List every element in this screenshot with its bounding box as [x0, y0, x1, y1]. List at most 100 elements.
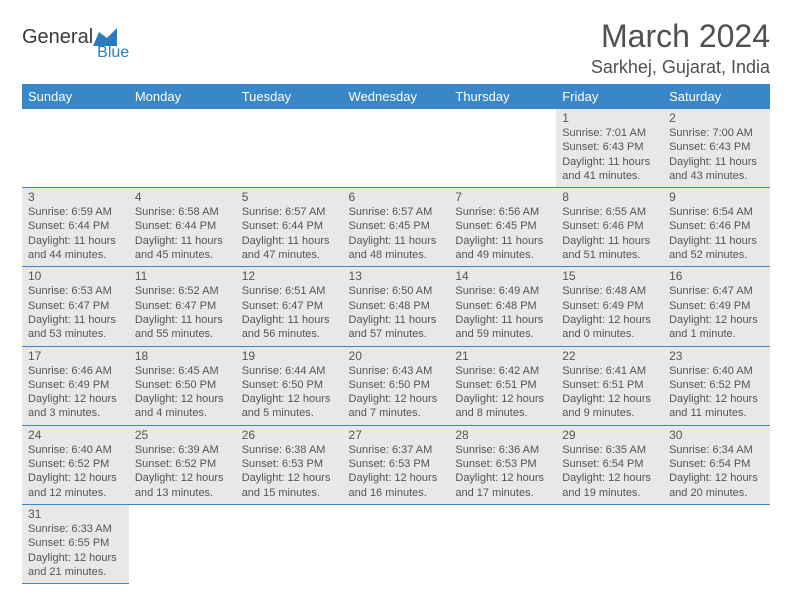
calendar-cell: 3Sunrise: 6:59 AMSunset: 6:44 PMDaylight…: [22, 188, 129, 267]
cell-line: Sunrise: 6:44 AM: [242, 364, 337, 378]
calendar-week: 24Sunrise: 6:40 AMSunset: 6:52 PMDayligh…: [22, 425, 770, 504]
cell-line: Sunset: 6:48 PM: [455, 299, 550, 313]
cell-line: Daylight: 12 hours: [669, 392, 764, 406]
day-number: 27: [349, 428, 444, 442]
cell-line: and 11 minutes.: [669, 406, 764, 420]
calendar-cell: [449, 504, 556, 583]
day-number: 13: [349, 269, 444, 283]
cell-line: and 15 minutes.: [242, 486, 337, 500]
cell-line: and 55 minutes.: [135, 327, 230, 341]
cell-line: and 20 minutes.: [669, 486, 764, 500]
cell-line: Sunset: 6:54 PM: [562, 457, 657, 471]
cell-line: Daylight: 11 hours: [562, 234, 657, 248]
calendar-week: 31Sunrise: 6:33 AMSunset: 6:55 PMDayligh…: [22, 504, 770, 583]
cell-line: and 47 minutes.: [242, 248, 337, 262]
calendar-week: 3Sunrise: 6:59 AMSunset: 6:44 PMDaylight…: [22, 188, 770, 267]
cell-line: Daylight: 11 hours: [562, 155, 657, 169]
cell-line: Sunset: 6:53 PM: [242, 457, 337, 471]
calendar-cell: 22Sunrise: 6:41 AMSunset: 6:51 PMDayligh…: [556, 346, 663, 425]
day-number: 31: [28, 507, 123, 521]
cell-line: Sunrise: 6:57 AM: [242, 205, 337, 219]
calendar-cell: 24Sunrise: 6:40 AMSunset: 6:52 PMDayligh…: [22, 425, 129, 504]
cell-line: and 19 minutes.: [562, 486, 657, 500]
day-number: 11: [135, 269, 230, 283]
calendar-page: General Blue March 2024 Sarkhej, Gujarat…: [0, 0, 792, 602]
day-number: 29: [562, 428, 657, 442]
day-number: 28: [455, 428, 550, 442]
cell-line: Daylight: 12 hours: [562, 313, 657, 327]
cell-line: Daylight: 12 hours: [28, 551, 123, 565]
cell-line: Sunrise: 6:34 AM: [669, 443, 764, 457]
cell-line: Daylight: 12 hours: [28, 392, 123, 406]
cell-line: and 43 minutes.: [669, 169, 764, 183]
calendar-cell: [22, 109, 129, 188]
day-header: Friday: [556, 84, 663, 109]
cell-line: Sunrise: 7:00 AM: [669, 126, 764, 140]
month-title: March 2024: [591, 18, 770, 55]
cell-line: Sunset: 6:44 PM: [242, 219, 337, 233]
calendar-cell: 31Sunrise: 6:33 AMSunset: 6:55 PMDayligh…: [22, 504, 129, 583]
day-number: 16: [669, 269, 764, 283]
cell-line: Sunset: 6:53 PM: [349, 457, 444, 471]
cell-line: Sunrise: 6:49 AM: [455, 284, 550, 298]
calendar-cell: 16Sunrise: 6:47 AMSunset: 6:49 PMDayligh…: [663, 267, 770, 346]
day-number: 4: [135, 190, 230, 204]
calendar-cell: 28Sunrise: 6:36 AMSunset: 6:53 PMDayligh…: [449, 425, 556, 504]
cell-line: Sunrise: 7:01 AM: [562, 126, 657, 140]
day-number: 23: [669, 349, 764, 363]
cell-line: and 48 minutes.: [349, 248, 444, 262]
cell-line: and 5 minutes.: [242, 406, 337, 420]
cell-line: Daylight: 12 hours: [562, 392, 657, 406]
cell-line: Sunset: 6:46 PM: [562, 219, 657, 233]
day-number: 26: [242, 428, 337, 442]
cell-line: and 51 minutes.: [562, 248, 657, 262]
calendar-cell: 23Sunrise: 6:40 AMSunset: 6:52 PMDayligh…: [663, 346, 770, 425]
cell-line: Sunset: 6:51 PM: [562, 378, 657, 392]
cell-line: Sunset: 6:45 PM: [455, 219, 550, 233]
cell-line: Sunrise: 6:57 AM: [349, 205, 444, 219]
calendar-cell: 29Sunrise: 6:35 AMSunset: 6:54 PMDayligh…: [556, 425, 663, 504]
cell-line: Sunrise: 6:39 AM: [135, 443, 230, 457]
cell-line: Sunset: 6:48 PM: [349, 299, 444, 313]
calendar-cell: 2Sunrise: 7:00 AMSunset: 6:43 PMDaylight…: [663, 109, 770, 188]
cell-line: Daylight: 11 hours: [135, 234, 230, 248]
title-block: March 2024 Sarkhej, Gujarat, India: [591, 18, 770, 78]
day-number: 9: [669, 190, 764, 204]
cell-line: Sunrise: 6:42 AM: [455, 364, 550, 378]
day-number: 19: [242, 349, 337, 363]
calendar-table: Sunday Monday Tuesday Wednesday Thursday…: [22, 84, 770, 584]
cell-line: and 9 minutes.: [562, 406, 657, 420]
cell-line: and 52 minutes.: [669, 248, 764, 262]
cell-line: Daylight: 11 hours: [28, 313, 123, 327]
cell-line: and 3 minutes.: [28, 406, 123, 420]
cell-line: Sunset: 6:49 PM: [28, 378, 123, 392]
calendar-cell: [236, 109, 343, 188]
calendar-cell: 17Sunrise: 6:46 AMSunset: 6:49 PMDayligh…: [22, 346, 129, 425]
cell-line: Sunset: 6:47 PM: [28, 299, 123, 313]
calendar-cell: 30Sunrise: 6:34 AMSunset: 6:54 PMDayligh…: [663, 425, 770, 504]
day-number: 12: [242, 269, 337, 283]
calendar-cell: [449, 109, 556, 188]
cell-line: Daylight: 11 hours: [349, 313, 444, 327]
cell-line: Daylight: 12 hours: [28, 471, 123, 485]
cell-line: and 53 minutes.: [28, 327, 123, 341]
cell-line: and 17 minutes.: [455, 486, 550, 500]
day-header-row: Sunday Monday Tuesday Wednesday Thursday…: [22, 84, 770, 109]
calendar-cell: [343, 109, 450, 188]
calendar-cell: [343, 504, 450, 583]
cell-line: Daylight: 11 hours: [135, 313, 230, 327]
cell-line: Daylight: 12 hours: [455, 471, 550, 485]
calendar-week: 17Sunrise: 6:46 AMSunset: 6:49 PMDayligh…: [22, 346, 770, 425]
cell-line: Sunset: 6:50 PM: [349, 378, 444, 392]
calendar-cell: 21Sunrise: 6:42 AMSunset: 6:51 PMDayligh…: [449, 346, 556, 425]
day-number: 15: [562, 269, 657, 283]
cell-line: and 13 minutes.: [135, 486, 230, 500]
calendar-cell: 10Sunrise: 6:53 AMSunset: 6:47 PMDayligh…: [22, 267, 129, 346]
cell-line: Sunrise: 6:54 AM: [669, 205, 764, 219]
day-number: 21: [455, 349, 550, 363]
cell-line: Sunset: 6:55 PM: [28, 536, 123, 550]
cell-line: Sunrise: 6:52 AM: [135, 284, 230, 298]
cell-line: Sunrise: 6:58 AM: [135, 205, 230, 219]
cell-line: Daylight: 11 hours: [455, 313, 550, 327]
day-number: 10: [28, 269, 123, 283]
